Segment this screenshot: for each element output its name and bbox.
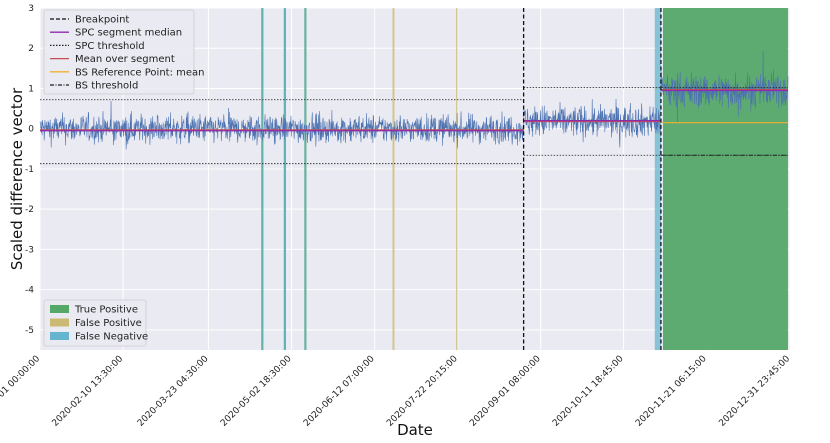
false-negative-region xyxy=(654,8,661,350)
signal-series xyxy=(39,51,789,150)
signal-line-segment-1 xyxy=(39,100,524,150)
classification-regions xyxy=(261,8,788,350)
x-tick-label: 2020-07-22 20:15:00 xyxy=(385,354,460,429)
false-negative-region xyxy=(261,8,263,350)
legend-label: BS Reference Point: mean xyxy=(75,67,204,78)
legend-label: SPC segment median xyxy=(75,28,182,39)
x-tick-label: 2020-11-21 06:15:00 xyxy=(634,354,709,429)
x-axis-title: Date xyxy=(397,421,433,439)
false-negative-region xyxy=(283,8,286,350)
y-tick-label: 1 xyxy=(28,84,34,94)
y-tick-label: -2 xyxy=(25,205,34,215)
y-tick-label: -4 xyxy=(25,286,34,296)
y-tick-label: -5 xyxy=(25,326,34,336)
legend-top-box xyxy=(43,9,195,95)
signal-line-segment-2 xyxy=(523,99,662,148)
legend-label: SPC threshold xyxy=(75,41,145,52)
false-positive-region xyxy=(455,8,458,350)
x-tick-label: 2020-09-01 08:00:00 xyxy=(468,354,543,429)
false-positive-region xyxy=(392,8,395,350)
true-positive-region xyxy=(662,8,788,350)
legend-top: Breakpoint SPC segment median SPC threshol… xyxy=(43,9,204,95)
legend-label: True Positive xyxy=(74,305,138,316)
y-tick-label: 2 xyxy=(28,44,34,54)
x-tick-label: 2020-01-01 00:00:00 xyxy=(0,354,42,429)
x-tick-label: 2020-05-02 18:30:00 xyxy=(219,354,294,429)
x-tick-label: 2020-03-23 04:30:00 xyxy=(136,354,211,429)
y-tick-label: -3 xyxy=(25,245,34,255)
segment-overlays xyxy=(40,8,788,350)
legend-bottom-box xyxy=(43,299,147,347)
x-tick-label: 2020-06-12 07:00:00 xyxy=(302,354,377,429)
y-tick-label: 0 xyxy=(28,125,34,135)
legend-label: BS threshold xyxy=(75,81,138,92)
legend-label: False Positive xyxy=(75,318,142,329)
legend-swatch xyxy=(50,332,69,340)
y-tick-label: -1 xyxy=(25,165,34,175)
legend-label: Breakpoint xyxy=(75,15,129,26)
legend-label: False Negative xyxy=(75,332,148,343)
y-tick-label: 3 xyxy=(28,4,34,14)
legend-label: Mean over segment xyxy=(75,54,175,65)
y-axis-title: Scaled difference vector xyxy=(8,87,26,270)
legend-swatch xyxy=(50,318,69,327)
x-tick-label: 2020-02-10 13:30:00 xyxy=(51,354,126,429)
legends: Breakpoint SPC segment median SPC threshol… xyxy=(43,9,204,347)
x-tick-label: 2020-10-11 18:45:00 xyxy=(551,354,626,429)
x-tick-label: 2020-12-31 23:45:00 xyxy=(717,354,792,429)
signal-line-segment-3 xyxy=(660,51,789,123)
legend-swatch xyxy=(50,305,69,313)
false-negative-region xyxy=(304,8,306,350)
legend-bottom: True Positive False Positive False Negativ… xyxy=(43,299,148,347)
